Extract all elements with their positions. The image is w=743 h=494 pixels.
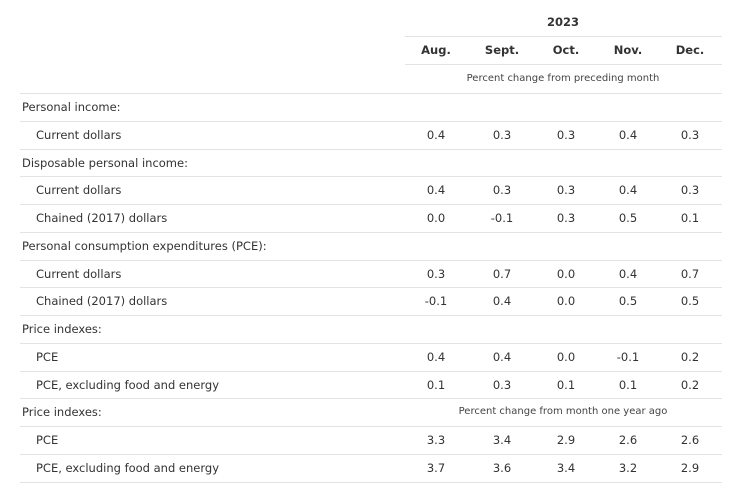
cell-value: 0.4 [618,183,638,198]
rule [20,259,722,261]
column-header: Aug. [421,43,451,57]
cell-value: 0.5 [618,211,638,225]
row-label: Personal consumption expenditures (PCE): [22,238,267,253]
cell-value: 0.2 [680,349,700,364]
cell-value: 0.4 [618,127,638,142]
row-label: Current dollars [36,127,122,142]
cell-value: 0.3 [492,377,512,392]
row-label: PCE, excluding food and energy [36,460,220,475]
rule [20,342,722,344]
row-label: Disposable personal income: [22,155,188,170]
column-header: Nov. [613,43,643,57]
subheader: Percent change from preceding month [466,73,660,84]
cell-value: -0.1 [424,294,448,309]
cell-value: 2.9 [556,433,576,447]
cell-value: -0.1 [616,349,640,364]
rule [405,64,722,65]
cell-value: 0.3 [492,127,512,142]
cell-value: 0.4 [426,127,446,142]
cell-value: 0.5 [680,294,700,309]
cell-value: 3.6 [492,460,512,475]
cell-value: 2.9 [680,460,700,475]
rule [405,36,722,37]
cell-value: 0.1 [618,377,638,392]
cell-value: 0.4 [618,266,638,281]
cell-value: 3.7 [426,460,446,475]
cell-value: 0.2 [680,377,700,392]
rule [20,315,722,317]
rule [20,176,722,178]
row-label: Price indexes: [22,322,102,336]
row-label: PCE [36,349,59,364]
cell-value: 0.1 [556,377,576,392]
row-label: Current dollars [36,266,122,281]
cell-value: 0.0 [556,294,576,309]
column-header: Sept. [484,43,520,57]
rule [20,453,722,455]
rule [20,231,722,233]
row-label: Personal income: [22,100,121,114]
row-label: PCE, excluding food and energy [36,377,220,392]
cell-value: 3.3 [426,433,446,447]
cell-value: 0.0 [426,211,446,225]
cell-value: 0.7 [680,266,700,281]
cell-value: 0.4 [426,183,446,198]
row-label: Chained (2017) dollars [36,211,168,225]
cell-value: 0.0 [556,266,576,281]
row-label: Chained (2017) dollars [36,294,168,309]
rule [20,120,722,122]
cell-value: 0.1 [426,377,446,392]
cell-value: 0.3 [492,183,512,198]
cell-value: 0.4 [492,294,512,309]
row-label: PCE [36,433,59,447]
cell-value: 0.3 [426,266,446,281]
cell-value: 3.4 [492,433,512,447]
rule [20,287,722,289]
row-label: Price indexes: [22,405,102,420]
column-header: Dec. [675,43,705,57]
cell-value: 0.0 [556,349,576,364]
cell-value: 0.3 [556,211,576,225]
cell-value: 3.2 [618,460,638,475]
cell-value: -0.1 [490,211,514,225]
rule [20,148,722,150]
rule [20,426,722,428]
cell-value: 0.3 [556,127,576,142]
cell-value: 0.3 [680,127,700,142]
cell-value: 0.1 [680,211,700,225]
cell-value: 3.4 [556,460,576,475]
row-note: Percent change from month one year ago [458,406,668,418]
row-label: Current dollars [36,183,122,198]
rule [20,398,722,400]
column-header: Oct. [552,43,580,57]
cell-value: 2.6 [680,433,700,447]
rule [20,204,722,206]
rule [20,481,722,483]
cell-value: 0.3 [680,183,700,198]
cell-value: 0.3 [556,183,576,198]
year-header: 2023 [546,15,580,29]
rule [20,370,722,372]
rule [20,93,722,94]
cell-value: 0.5 [618,294,638,309]
cell-value: 0.4 [492,349,512,364]
cell-value: 0.4 [426,349,446,364]
cell-value: 0.7 [492,266,512,281]
cell-value: 2.6 [618,433,638,447]
